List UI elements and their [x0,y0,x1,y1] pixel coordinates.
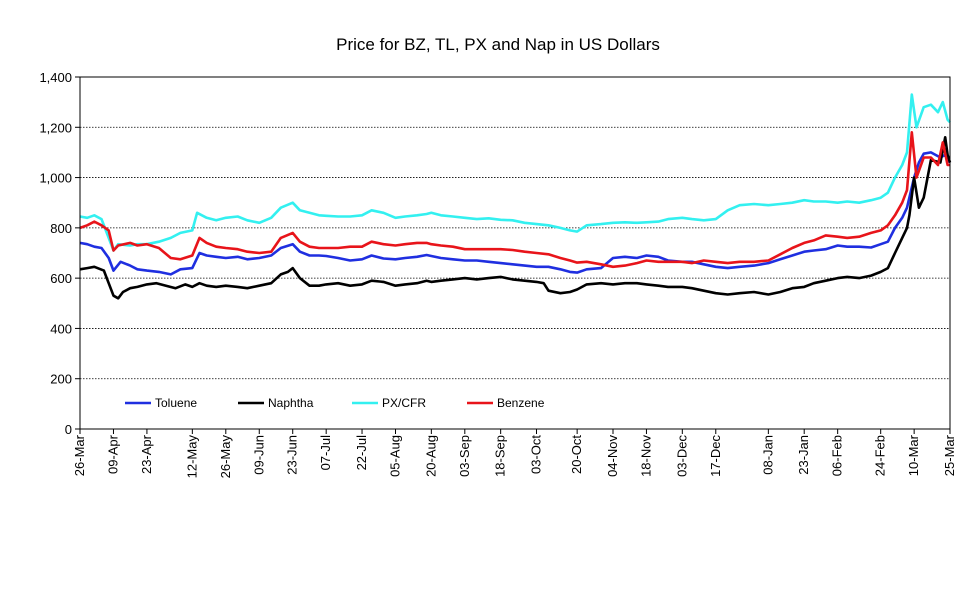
x-tick-label: 09-Jun [251,435,266,475]
x-tick-label: 24-Feb [873,435,888,476]
y-tick-label: 800 [50,221,72,236]
x-tick-label: 18-Nov [638,435,653,477]
series-lines [79,93,952,300]
x-tick-label: 17-Dec [708,435,723,477]
legend-label-toluene: Toluene [155,396,197,410]
x-tick-label: 20-Oct [569,435,584,474]
y-tick-label: 200 [50,372,72,387]
x-tick-label: 18-Sep [493,435,508,477]
x-tick-label: 20-Aug [423,435,438,477]
series-line-px-cfr [79,93,951,252]
x-tick-label: 12-May [184,435,199,479]
x-axis: 26-Mar 09-Apr 23-Apr 12-May 26-May 09-Jun 23-J… [72,429,957,478]
series-line-benzene [79,131,950,269]
series-line-naphtha [79,136,952,300]
x-tick-label: 06-Feb [830,435,845,476]
legend: Toluene Naphtha PX/CFR Benzene [125,396,545,410]
x-tick-label: 23-Jun [285,435,300,475]
x-tick-label: 03-Oct [529,435,544,474]
y-tick-label: 1,400 [39,70,72,85]
x-tick-label: 23-Jan [796,435,811,475]
y-tick-label: 0 [65,422,72,437]
x-tick-label: 07-Jul [318,435,333,471]
plot-area-border [79,76,951,430]
x-tick-label: 05-Aug [387,435,402,477]
legend-label-naphtha: Naphtha [268,396,314,410]
x-tick-label: 26-Mar [72,434,87,476]
x-tick-label: 26-May [218,435,233,479]
y-tick-label: 1,200 [39,120,72,135]
y-tick-label: 600 [50,271,72,286]
y-tick-label: 400 [50,321,72,336]
x-tick-label: 10-Mar [906,434,921,476]
x-tick-label: 03-Dec [674,435,689,477]
x-tick-label: 09-Apr [105,434,120,474]
series-line-toluene [79,151,952,276]
x-tick-label: 23-Apr [139,434,154,474]
x-tick-label: 22-Jul [354,435,369,471]
x-tick-label: 08-Jan [760,435,775,475]
x-tick-label: 03-Sep [457,435,472,477]
legend-label-benzene: Benzene [497,396,545,410]
y-tick-label: 1,000 [39,171,72,186]
grid-lines [80,126,950,380]
chart-title: Price for BZ, TL, PX and Nap in US Dolla… [336,35,660,54]
x-tick-label: 25-Mar [942,434,957,476]
legend-label-px-cfr: PX/CFR [382,396,426,410]
x-tick-label: 04-Nov [605,435,620,477]
y-axis: 0 200 400 600 800 1,000 1,200 1,400 [39,70,80,437]
